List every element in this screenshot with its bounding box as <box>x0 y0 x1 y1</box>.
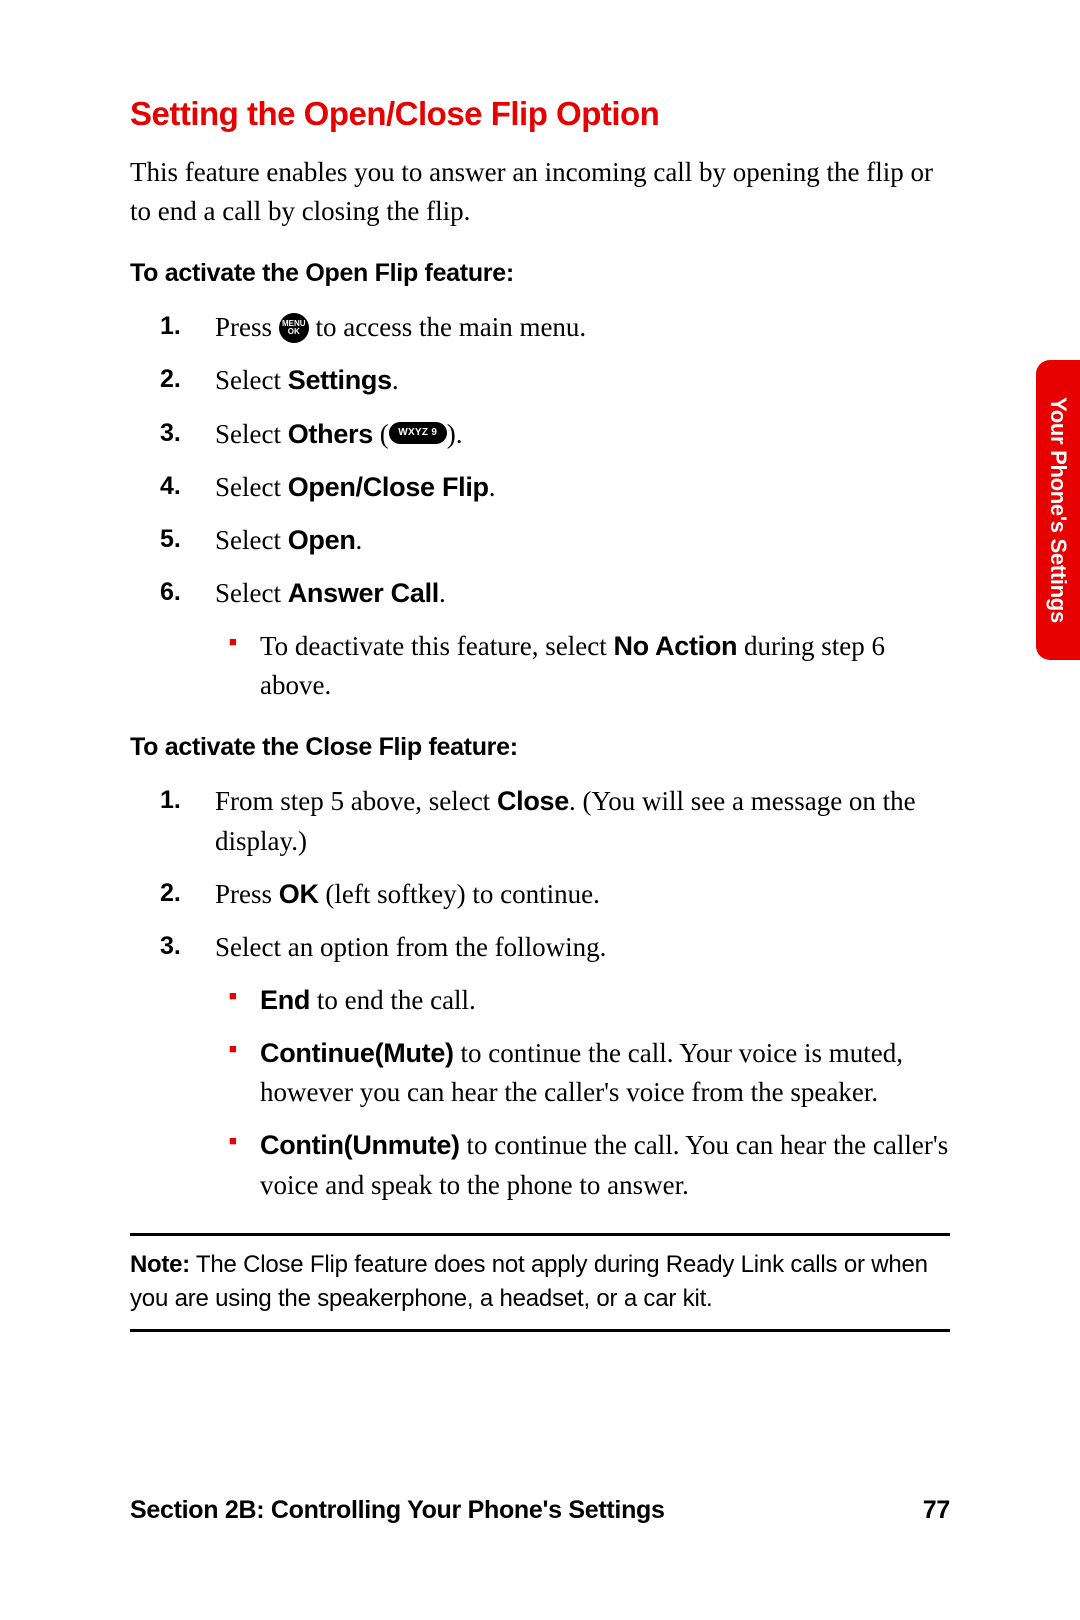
step-number: 3. <box>160 415 181 451</box>
step-text: Select <box>215 419 288 449</box>
bold-label: Contin(Unmute) <box>260 1130 460 1160</box>
bold-label: Others <box>288 419 373 449</box>
step-text: Select <box>215 578 288 608</box>
bold-label: No Action <box>613 631 737 661</box>
bold-label: Open <box>288 525 356 555</box>
bold-label: Settings <box>288 365 392 395</box>
sub-bullet-item: To deactivate this feature, select No Ac… <box>215 627 950 705</box>
option-bullets: End to end the call. Continue(Mute) to c… <box>215 981 950 1205</box>
bold-label: Open/Close Flip <box>288 472 489 502</box>
subhead-close-flip: To activate the Close Flip feature: <box>130 733 950 762</box>
step-item: 6. Select Answer Call. To deactivate thi… <box>130 574 950 705</box>
step-item: 3. Select an option from the following. … <box>130 928 950 1205</box>
option-item: End to end the call. <box>215 981 950 1020</box>
step-text: Press <box>215 879 279 909</box>
step-text: From step 5 above, select <box>215 786 497 816</box>
note-label: Note: <box>130 1251 190 1278</box>
step-item: 2. Press OK (left softkey) to continue. <box>130 875 950 914</box>
step-item: 5. Select Open. <box>130 521 950 560</box>
side-tab: Your Phone's Settings <box>1036 360 1080 660</box>
step-number: 1. <box>160 308 181 344</box>
bullet-text: To deactivate this feature, select <box>260 631 613 661</box>
step-text: ). <box>447 419 463 449</box>
step-number: 4. <box>160 468 181 504</box>
sub-bullets: To deactivate this feature, select No Ac… <box>215 627 950 705</box>
bold-label: Answer Call <box>288 578 439 608</box>
option-item: Continue(Mute) to continue the call. You… <box>215 1034 950 1112</box>
step-item: 1. From step 5 above, select Close. (You… <box>130 782 950 860</box>
note-box: Note: The Close Flip feature does not ap… <box>130 1233 950 1333</box>
step-number: 6. <box>160 574 181 610</box>
step-text: (left softkey) to continue. <box>319 879 600 909</box>
option-item: Contin(Unmute) to continue the call. You… <box>215 1126 950 1204</box>
page-content: Setting the Open/Close Flip Option This … <box>0 0 1080 1332</box>
step-text: to access the main menu. <box>309 312 586 342</box>
step-text: Select an option from the following. <box>215 932 606 962</box>
step-number: 5. <box>160 521 181 557</box>
side-tab-label: Your Phone's Settings <box>1045 397 1071 623</box>
bold-label: OK <box>279 879 319 909</box>
intro-paragraph: This feature enables you to answer an in… <box>130 153 950 231</box>
step-text: Select <box>215 472 288 502</box>
footer-section: Section 2B: Controlling Your Phone's Set… <box>130 1496 665 1525</box>
step-text: . <box>392 365 399 395</box>
bold-label: Close <box>497 786 569 816</box>
footer-page-number: 77 <box>923 1496 950 1525</box>
step-text: . <box>439 578 446 608</box>
wxyz9-key-icon: WXYZ 9 <box>389 422 447 444</box>
menu-ok-icon: MENUOK <box>279 313 309 343</box>
step-number: 1. <box>160 782 181 818</box>
note-text: The Close Flip feature does not apply du… <box>130 1251 928 1313</box>
step-text: . <box>489 472 496 502</box>
step-text: Select <box>215 365 288 395</box>
steps-close-flip: 1. From step 5 above, select Close. (You… <box>130 782 950 1204</box>
step-item: 4. Select Open/Close Flip. <box>130 468 950 507</box>
step-item: 1. Press MENUOK to access the main menu. <box>130 308 950 347</box>
step-number: 2. <box>160 875 181 911</box>
step-text: Press <box>215 312 279 342</box>
step-item: 3. Select Others (WXYZ 9). <box>130 415 950 454</box>
subhead-open-flip: To activate the Open Flip feature: <box>130 259 950 288</box>
step-text: Select <box>215 525 288 555</box>
step-number: 2. <box>160 361 181 397</box>
step-item: 2. Select Settings. <box>130 361 950 400</box>
bold-label: End <box>260 985 310 1015</box>
step-number: 3. <box>160 928 181 964</box>
option-text: to end the call. <box>310 985 476 1015</box>
step-text: ( <box>373 419 389 449</box>
steps-open-flip: 1. Press MENUOK to access the main menu.… <box>130 308 950 705</box>
step-text: . <box>356 525 363 555</box>
page-footer: Section 2B: Controlling Your Phone's Set… <box>130 1496 950 1525</box>
bold-label: Continue(Mute) <box>260 1038 454 1068</box>
page-title: Setting the Open/Close Flip Option <box>130 95 950 133</box>
